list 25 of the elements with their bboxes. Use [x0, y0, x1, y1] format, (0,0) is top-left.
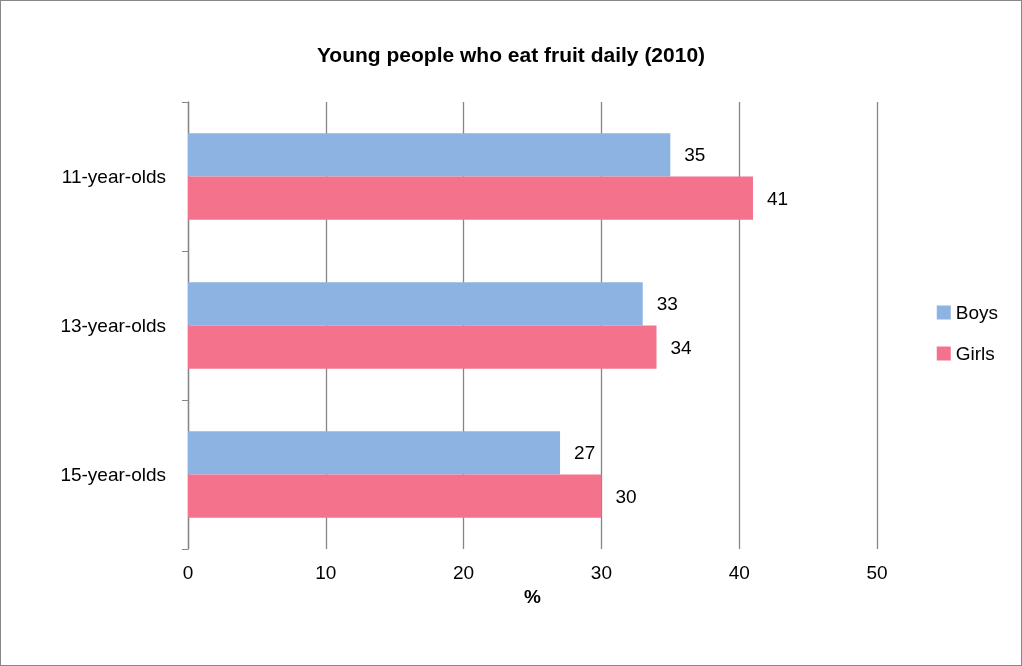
bar: [188, 176, 753, 220]
y-tick-label: 13-year-olds: [60, 315, 166, 336]
legend-label: Girls: [955, 343, 995, 364]
x-tick-label: 50: [866, 562, 888, 583]
data-label: 35: [684, 144, 706, 166]
data-label: 34: [670, 336, 693, 358]
data-label: 30: [615, 485, 637, 507]
x-tick-label: 40: [728, 562, 750, 583]
bar: [188, 474, 602, 518]
bar: [188, 133, 671, 177]
data-label: 27: [574, 442, 596, 464]
y-tick-label: 15-year-olds: [60, 464, 166, 485]
bar: [188, 431, 561, 475]
x-tick-label: 20: [453, 562, 475, 583]
legend-label: Boys: [955, 302, 999, 323]
chart-title: Young people who eat fruit daily (2010): [316, 43, 706, 66]
data-label: 41: [766, 187, 789, 209]
bar: [188, 282, 643, 326]
x-axis-title: %: [524, 586, 542, 607]
x-tick-label: 30: [590, 562, 612, 583]
data-label: 33: [656, 293, 678, 315]
x-tick-label: 0: [182, 562, 194, 583]
y-tick-label: 11-year-olds: [61, 166, 166, 187]
bar: [188, 325, 657, 369]
x-tick-label: 10: [315, 562, 337, 583]
